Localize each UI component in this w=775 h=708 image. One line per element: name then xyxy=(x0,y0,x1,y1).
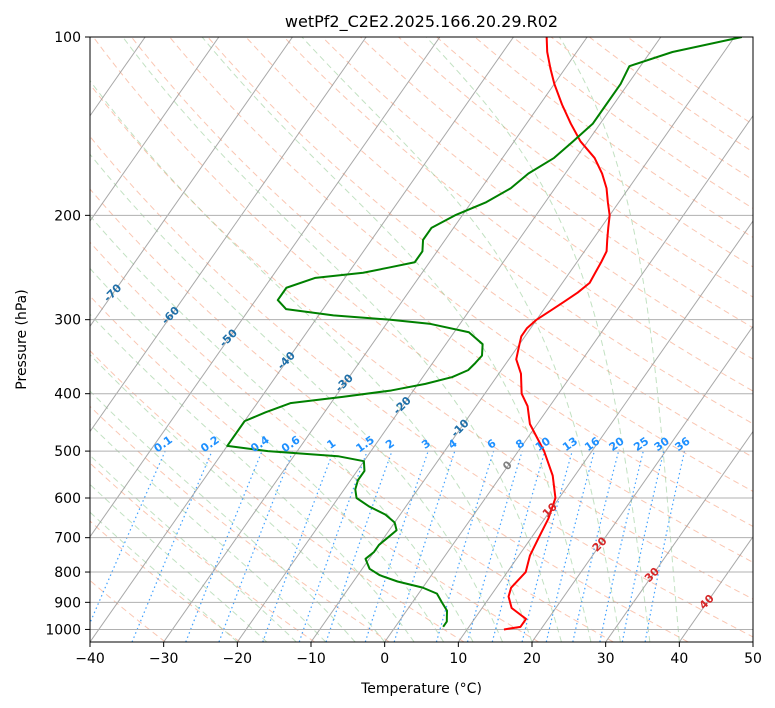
dry-adiabat xyxy=(90,241,614,642)
isotherm xyxy=(163,37,588,642)
mixing-ratio-line xyxy=(364,450,429,642)
moist-adiabat xyxy=(90,483,268,642)
isotherm xyxy=(90,37,220,222)
moist-adiabat xyxy=(201,37,592,642)
dry-adiabat xyxy=(90,83,753,600)
x-tick-label: 40 xyxy=(670,651,688,667)
plot-area xyxy=(90,37,753,642)
moist-adiabat xyxy=(559,37,680,642)
moist-adiabat xyxy=(90,390,356,642)
mixing-ratio-line xyxy=(393,450,456,642)
x-tick-label: 50 xyxy=(744,651,762,667)
y-tick-label: 100 xyxy=(54,30,81,46)
x-tick-label: 20 xyxy=(523,651,541,667)
isotherm xyxy=(310,37,735,642)
temperature-profile xyxy=(503,37,611,631)
dry-adiabat xyxy=(169,37,753,492)
y-tick-label: 300 xyxy=(54,313,81,329)
isotherm xyxy=(531,325,753,642)
dry-adiabat xyxy=(398,37,753,298)
y-axis-label: Pressure (hPa) xyxy=(14,289,30,389)
dry-adiabat xyxy=(90,405,390,642)
dry-adiabat xyxy=(131,37,753,527)
dry-adiabat xyxy=(90,350,465,642)
mixing-ratio-line xyxy=(218,450,294,642)
x-tick-label: −10 xyxy=(296,651,326,667)
x-tick-label: 30 xyxy=(597,651,615,667)
dry-adiabat xyxy=(90,295,540,642)
mixing-ratio-line xyxy=(466,450,523,642)
isotherm xyxy=(236,37,662,642)
isotherm xyxy=(90,37,514,642)
isotherm xyxy=(605,430,753,642)
y-tick-label: 500 xyxy=(54,444,81,460)
moist-adiabat xyxy=(90,267,445,642)
mixing-ratio-line xyxy=(435,450,495,642)
dry-adiabat xyxy=(207,37,753,458)
moist-adiabat xyxy=(90,454,297,642)
moist-adiabat xyxy=(301,37,621,642)
mixing-ratio-line xyxy=(325,450,393,642)
x-tick-label: 10 xyxy=(449,651,467,667)
x-tick-label: −20 xyxy=(223,651,253,667)
dry-adiabat xyxy=(90,462,315,642)
isotherm xyxy=(90,37,293,328)
moist-adiabat xyxy=(90,153,503,642)
moist-adiabat xyxy=(425,37,651,642)
grid-lines xyxy=(90,37,753,642)
y-tick-label: 1000 xyxy=(45,622,81,638)
mixing-ratio-line xyxy=(621,450,665,642)
x-tick-label: −40 xyxy=(75,651,105,667)
moist-adiabat xyxy=(90,79,533,642)
plot-frame xyxy=(89,36,754,643)
mixing-ratio-line xyxy=(185,450,263,642)
y-tick-label: 200 xyxy=(54,208,81,224)
x-axis-label: Temperature (°C) xyxy=(360,681,482,697)
profile-lines xyxy=(226,37,743,631)
dry-adiabat xyxy=(360,37,753,329)
dry-adiabat xyxy=(92,37,753,563)
y-tick-label: 700 xyxy=(54,531,81,547)
mixing-ratio-line xyxy=(644,450,686,642)
y-tick-label: 900 xyxy=(54,595,81,611)
x-tick-label: −30 xyxy=(149,651,179,667)
isotherm xyxy=(384,114,753,642)
isotherm xyxy=(90,37,441,538)
axes: −40 −30 −20 −10 0 10 20 30 40 50 100 200 300 400 500 60… xyxy=(45,30,762,667)
x-tick-label: 0 xyxy=(380,651,389,667)
y-tick-label: 600 xyxy=(54,491,81,507)
y-tick-label: 400 xyxy=(54,387,81,403)
chart-title: wetPf2_C2E2.2025.166.20.29.R02 xyxy=(285,12,558,32)
moist-adiabat xyxy=(90,423,327,642)
moist-adiabat xyxy=(90,215,474,642)
isotherm xyxy=(90,37,367,433)
dewpoint-profile xyxy=(226,37,743,628)
dry-adiabat xyxy=(90,188,689,642)
moist-adiabat xyxy=(122,37,562,642)
dry-adiabat xyxy=(245,37,753,425)
isotherm xyxy=(457,220,753,642)
y-tick-label: 800 xyxy=(54,565,81,581)
isotherm xyxy=(678,535,753,642)
